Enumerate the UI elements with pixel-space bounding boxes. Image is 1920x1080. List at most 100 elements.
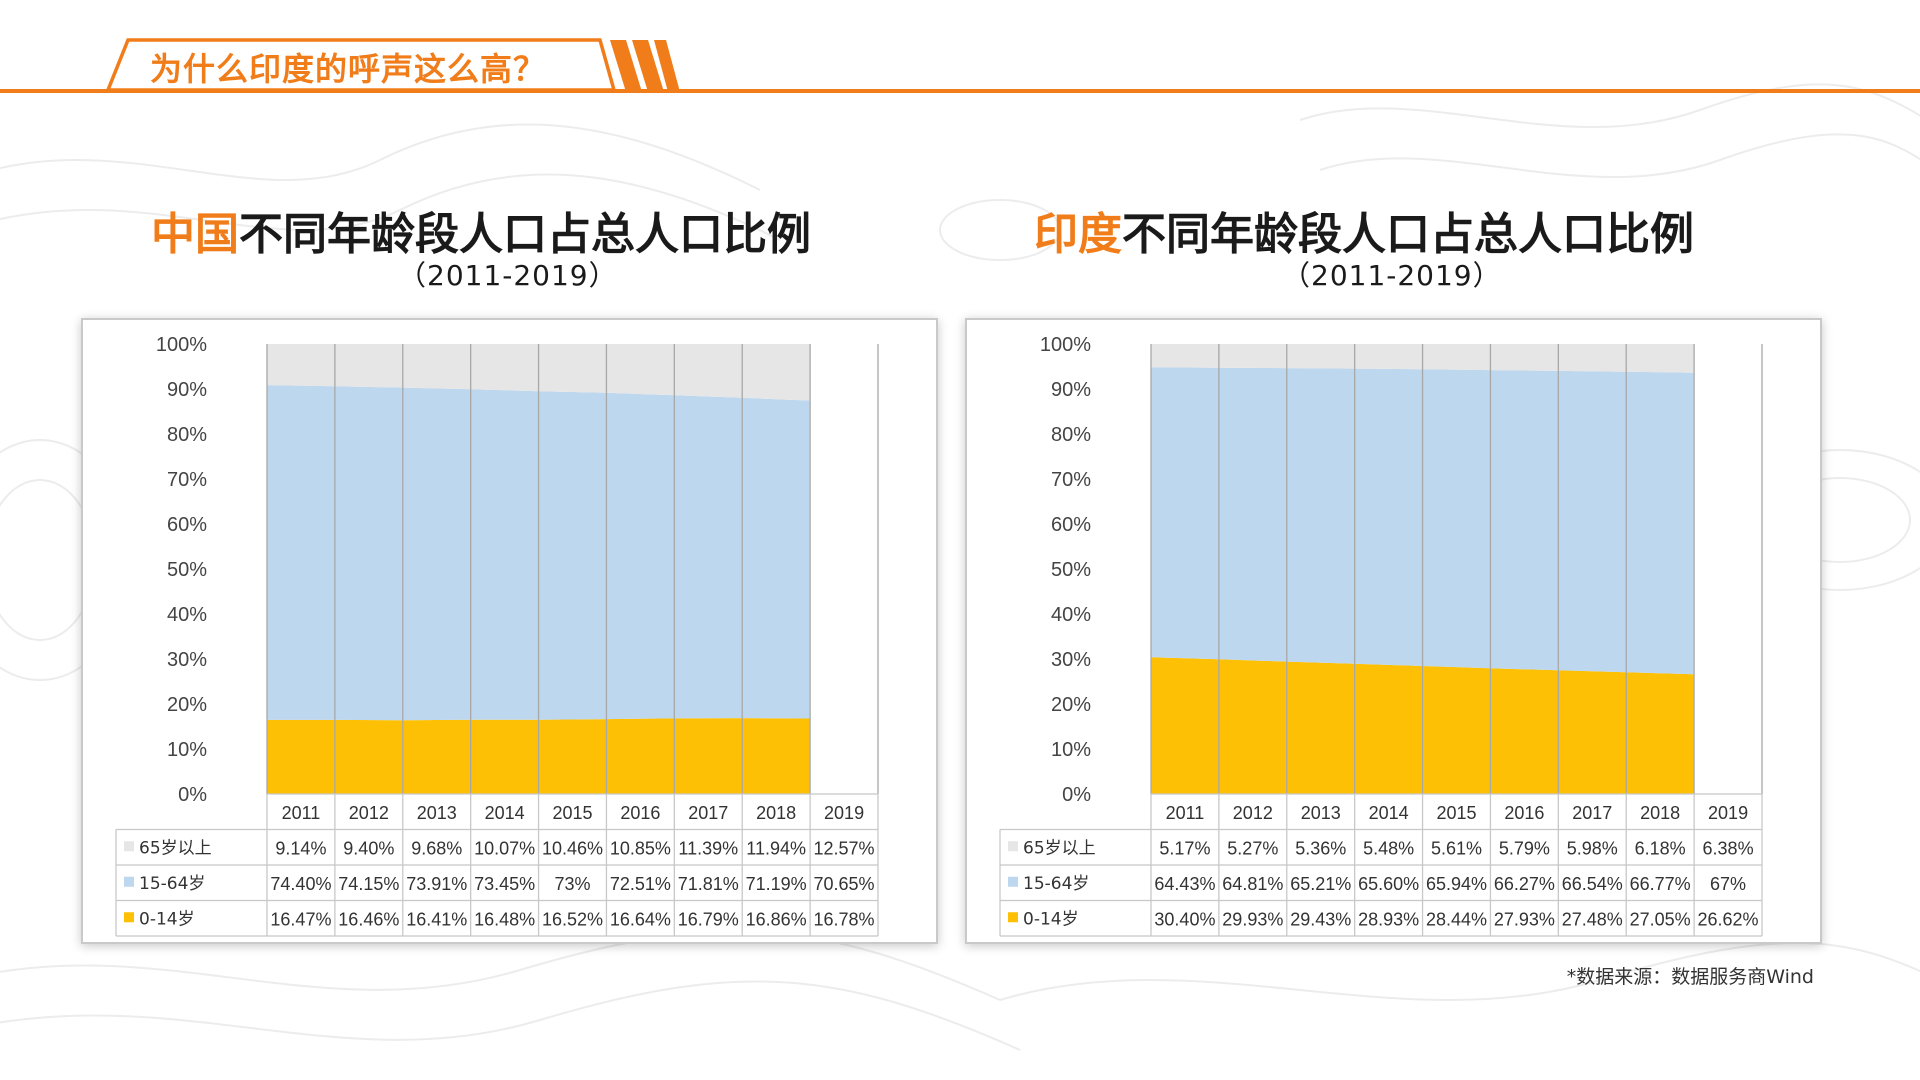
india-chart-panel: 0% 10% 20% 30% 40% 50% 60% 70% 80% 90% 100% 2011 201… — [965, 318, 1822, 944]
china-legend-swatch — [124, 876, 134, 887]
china-data-label: 16.52% — [542, 909, 603, 929]
china-y-tick-label: 90% — [167, 379, 207, 401]
india-data-label: 28.44% — [1426, 909, 1487, 929]
page-title: 为什么印度的呼声这么高？ — [150, 50, 547, 88]
india-data-label: 64.81% — [1222, 874, 1283, 894]
china-legend-label: 65岁以上 — [139, 838, 212, 858]
china-data-label: 70.65% — [814, 874, 875, 894]
india-y-tick-label: 0% — [1062, 784, 1091, 806]
india-data-label: 5.61% — [1431, 838, 1482, 858]
india-data-label: 65.21% — [1290, 874, 1351, 894]
india-x-tick-label: 2019 — [1708, 803, 1748, 823]
china-data-label: 16.47% — [270, 909, 331, 929]
india-y-tick-label: 70% — [1051, 469, 1091, 491]
india-x-tick-label: 2014 — [1369, 803, 1409, 823]
india-x-tick-label: 2018 — [1640, 803, 1680, 823]
china-data-label: 16.64% — [610, 909, 671, 929]
india-data-label: 5.98% — [1567, 838, 1618, 858]
china-data-label: 16.78% — [814, 909, 875, 929]
india-data-label: 6.18% — [1635, 838, 1686, 858]
india-data-label: 5.17% — [1159, 838, 1210, 858]
india-legend-label: 15-64岁 — [1023, 874, 1089, 894]
india-data-label: 5.27% — [1227, 838, 1278, 858]
china-x-tick-label: 2012 — [349, 803, 389, 823]
india-legend-swatch — [1008, 912, 1018, 923]
india-x-tick-label: 2016 — [1504, 803, 1544, 823]
china-x-tick-label: 2013 — [417, 803, 457, 823]
china-data-label: 10.46% — [542, 838, 603, 858]
china-y-tick-label: 20% — [167, 694, 207, 716]
china-y-tick-label: 50% — [167, 559, 207, 581]
china-data-label: 16.86% — [746, 909, 807, 929]
china-data-label: 16.79% — [678, 909, 739, 929]
data-source-note: *数据来源：数据服务商Wind — [1566, 966, 1814, 988]
india-y-tick-label: 100% — [1040, 334, 1091, 356]
china-y-tick-label: 10% — [167, 739, 207, 761]
china-data-label: 16.48% — [474, 909, 535, 929]
china-data-label: 11.39% — [678, 838, 738, 858]
china-data-label: 74.40% — [270, 874, 331, 894]
china-y-tick-label: 60% — [167, 514, 207, 536]
china-data-label: 12.57% — [814, 838, 875, 858]
china-legend-label: 15-64岁 — [139, 874, 205, 894]
china-data-label: 72.51% — [610, 874, 671, 894]
china-y-tick-label: 70% — [167, 469, 207, 491]
china-data-label: 71.81% — [678, 874, 739, 894]
india-x-tick-label: 2013 — [1301, 803, 1341, 823]
china-data-label: 10.07% — [474, 838, 535, 858]
india-legend-label: 65岁以上 — [1023, 838, 1096, 858]
india-y-tick-label: 80% — [1051, 424, 1091, 446]
china-legend-label: 0-14岁 — [139, 909, 195, 929]
india-data-label: 65.60% — [1358, 874, 1419, 894]
china-data-label: 73% — [554, 874, 590, 894]
india-legend-swatch — [1008, 841, 1018, 852]
china-x-tick-label: 2016 — [620, 803, 660, 823]
india-title-rest: 不同年龄段人口占总人口比例 — [1122, 209, 1694, 260]
india-data-label: 29.43% — [1290, 909, 1351, 929]
china-x-tick-label: 2014 — [485, 803, 525, 823]
china-chart-title: 中国不同年龄段人口占总人口比例 — [151, 198, 811, 262]
china-title-highlight: 中国 — [151, 209, 239, 260]
china-legend-swatch — [124, 841, 134, 852]
india-y-tick-label: 30% — [1051, 649, 1091, 671]
china-data-label: 9.40% — [343, 838, 394, 858]
india-data-label: 27.48% — [1562, 909, 1623, 929]
india-data-label: 66.54% — [1562, 874, 1623, 894]
china-data-label: 11.94% — [746, 838, 806, 858]
india-chart-subtitle: （2011-2019） — [1282, 259, 1502, 292]
china-y-tick-label: 40% — [167, 604, 207, 626]
china-title-rest: 不同年龄段人口占总人口比例 — [239, 209, 811, 260]
china-data-label: 73.45% — [474, 874, 535, 894]
india-legend-label: 0-14岁 — [1023, 909, 1079, 929]
china-y-tick-label: 0% — [178, 784, 207, 806]
china-data-label: 16.46% — [338, 909, 399, 929]
india-chart-title: 印度不同年龄段人口占总人口比例 — [1034, 198, 1694, 262]
india-title-highlight: 印度 — [1034, 209, 1122, 260]
india-data-label: 66.27% — [1494, 874, 1555, 894]
china-chart-panel: 0% 10% 20% 30% 40% 50% 60% 70% 80% 90% 100% 2011 201… — [81, 318, 938, 944]
india-data-label: 26.62% — [1698, 909, 1759, 929]
india-area-chart: 0% 10% 20% 30% 40% 50% 60% 70% 80% 90% 100% 2011 201… — [999, 334, 1763, 937]
china-legend-swatch — [124, 912, 134, 923]
china-y-tick-label: 30% — [167, 649, 207, 671]
china-data-label: 74.15% — [338, 874, 399, 894]
india-y-tick-label: 10% — [1051, 739, 1091, 761]
china-data-label: 71.19% — [746, 874, 807, 894]
india-data-label: 66.77% — [1630, 874, 1691, 894]
india-data-label: 64.43% — [1154, 874, 1215, 894]
china-data-label: 73.91% — [406, 874, 467, 894]
india-data-label: 29.93% — [1222, 909, 1283, 929]
china-x-tick-label: 2019 — [824, 803, 864, 823]
china-data-label: 10.85% — [610, 838, 671, 858]
india-data-label: 30.40% — [1154, 909, 1215, 929]
india-data-label: 5.36% — [1295, 838, 1346, 858]
india-data-label: 67% — [1710, 874, 1746, 894]
china-x-tick-label: 2018 — [756, 803, 796, 823]
india-y-tick-label: 50% — [1051, 559, 1091, 581]
china-area-chart: 0% 10% 20% 30% 40% 50% 60% 70% 80% 90% 100% 2011 201… — [115, 334, 879, 937]
india-data-label: 5.48% — [1363, 838, 1414, 858]
india-x-tick-label: 2017 — [1572, 803, 1612, 823]
india-data-label: 65.94% — [1426, 874, 1487, 894]
india-data-label: 28.93% — [1358, 909, 1419, 929]
